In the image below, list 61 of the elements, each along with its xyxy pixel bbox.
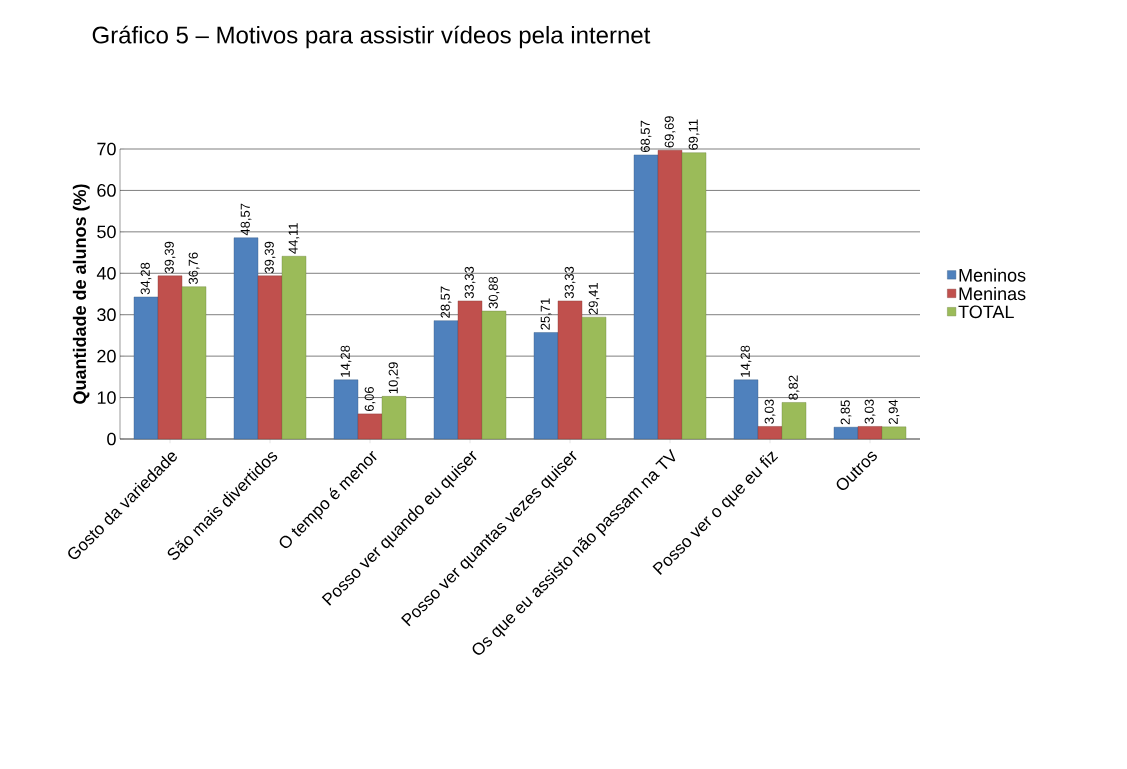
bar (833, 426, 859, 440)
bar (533, 332, 559, 440)
y-axis-title: Quantidade de alunos (%) (72, 184, 90, 404)
data-label: 28,57 (440, 286, 452, 318)
data-label: 69,69 (664, 116, 676, 148)
data-label: 25,71 (540, 298, 552, 330)
y-tick-label: 40 (96, 266, 116, 280)
data-label: 44,11 (288, 223, 300, 254)
bar (657, 150, 683, 440)
data-label: 30,88 (488, 276, 500, 309)
data-label: 29,41 (588, 283, 600, 315)
data-label: 10,29 (388, 362, 400, 394)
data-label: 39,39 (164, 241, 176, 274)
bar (557, 300, 583, 440)
bar (133, 296, 159, 440)
bar (681, 152, 707, 440)
data-label: 69,11 (688, 119, 700, 150)
y-tick-label: 70 (97, 142, 116, 156)
data-label: 39,39 (264, 241, 276, 274)
bar (633, 154, 659, 440)
data-label: 3,03 (764, 399, 776, 424)
chart-title: Gráfico 5 – Motivos para assistir vídeos pela internet (92, 25, 651, 49)
bar (181, 286, 207, 440)
bar (733, 379, 759, 440)
bar (581, 316, 607, 440)
bar (433, 320, 459, 440)
data-label: 68,57 (640, 120, 652, 153)
bar (781, 402, 807, 440)
bar (881, 426, 907, 440)
data-label: 14,28 (340, 345, 352, 377)
bar (233, 237, 259, 440)
data-label: 14,28 (740, 345, 752, 377)
y-tick-label: 60 (97, 184, 116, 197)
data-label: 8,82 (788, 375, 800, 400)
data-label: 6,06 (364, 386, 376, 412)
bar (157, 275, 183, 440)
data-label: 33,33 (464, 266, 476, 299)
bar (333, 379, 359, 440)
bar (257, 275, 283, 440)
bar (857, 426, 883, 440)
data-label: 2,94 (888, 399, 900, 424)
y-tick-label: 20 (97, 349, 116, 363)
data-label: 33,33 (564, 266, 576, 299)
y-tick-label: 0 (107, 432, 116, 446)
bar (457, 300, 483, 440)
y-tick-label: 30 (97, 308, 116, 322)
data-label: 3,03 (864, 399, 876, 424)
legend-label: Meninos (959, 268, 1026, 282)
data-label: 2,85 (840, 400, 852, 425)
data-label: 34,28 (140, 262, 152, 295)
bar (281, 256, 307, 440)
bar (757, 426, 783, 440)
bar (357, 413, 383, 440)
y-tick-label: 10 (97, 391, 116, 404)
y-tick-label: 50 (97, 225, 116, 239)
data-label: 36,76 (188, 252, 200, 285)
legend-label: TOTAL (958, 305, 1014, 319)
legend-label: Meninas (959, 286, 1026, 301)
data-label: 48,57 (240, 203, 252, 236)
bar (381, 396, 407, 440)
bar (481, 310, 507, 440)
